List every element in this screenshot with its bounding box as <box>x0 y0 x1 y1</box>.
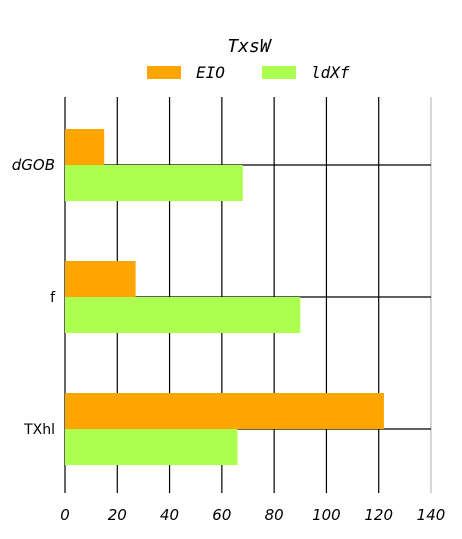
legend-swatch-EIO <box>147 66 181 79</box>
bar-ldXf-f <box>65 297 301 333</box>
chart-title: TxsW <box>227 36 273 57</box>
bars <box>65 129 384 465</box>
legend-swatch-ldXf <box>262 66 296 79</box>
x-tick-label: 60 <box>212 506 231 524</box>
category-label: dGOB <box>12 156 55 174</box>
legend-label: ldXf <box>311 63 350 82</box>
category-label: TXhl <box>23 422 55 438</box>
bar-EIO-dGOB <box>65 129 105 165</box>
y-axis-categories: dGOB f TXhl <box>12 156 56 438</box>
x-tick-label: 80 <box>265 506 284 524</box>
x-tick-label: 100 <box>312 506 341 524</box>
x-tick-label: 120 <box>364 506 393 524</box>
bar-EIO-TXhl <box>65 393 384 429</box>
x-tick-label: 140 <box>417 506 446 524</box>
category-label: f <box>50 290 56 306</box>
x-tick-label: 0 <box>60 506 70 524</box>
x-axis-ticks: 0 20 40 60 80 100 120 140 <box>60 506 445 524</box>
bar-ldXf-dGOB <box>65 165 243 201</box>
bar-EIO-f <box>65 261 136 297</box>
legend: EIO ldXf <box>147 63 350 82</box>
x-tick-label: 40 <box>160 506 179 524</box>
legend-label: EIO <box>196 63 225 82</box>
bar-ldXf-TXhl <box>65 429 238 465</box>
x-tick-label: 20 <box>108 506 127 524</box>
